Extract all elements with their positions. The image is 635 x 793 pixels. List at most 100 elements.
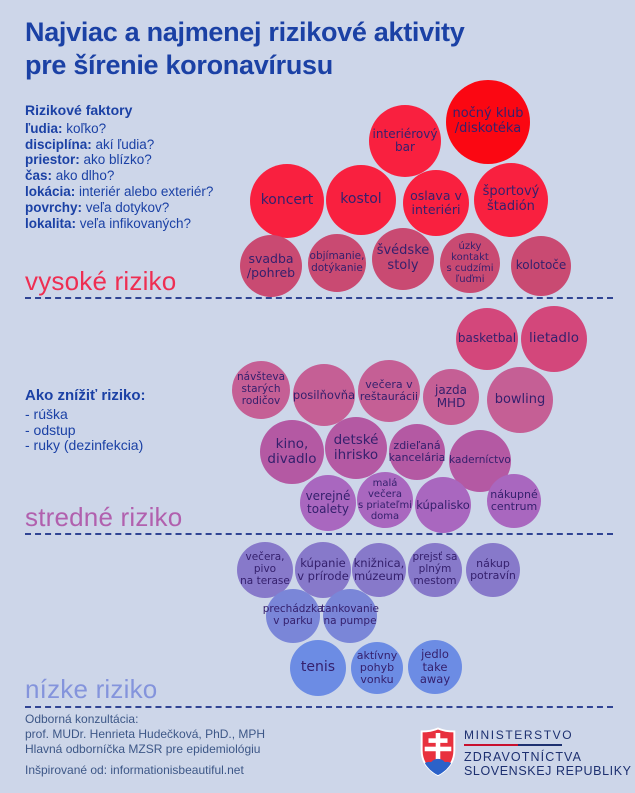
risk-factor-item: lokalita: veľa infikovaných? [25,215,192,231]
bubble-aktívny-pohyb-vonku: aktívny pohyb vonku [351,642,403,694]
bubble-label: interiérový bar [372,126,438,154]
bubble-kúpalisko: kúpalisko [415,477,471,533]
logo-underline-divider [464,744,562,746]
bubble-label: posilňovňa [292,387,356,402]
ministry-logo: MINISTERSTVO ZDRAVOTNÍCTVA SLOVENSKEJ RE… [419,725,632,779]
risk-factors-list: ľudia: koľko? disciplína: akí ľudia? pries… [25,121,250,232]
bubble-posilňovňa: posilňovňa [293,364,355,426]
risk-factor-item: priestor: ako blízko? [25,152,152,168]
bubble-label: nočný klub /diskotéka [452,106,524,136]
mitigation-panel: Ako znížiť riziko: - rúška - odstup - ruky… [25,388,245,454]
bubble-úzky-kontakt-s-cudzími-ľuďmi: úzky kontakt s cudzími ľuďmi [440,233,500,293]
section-label-nízke-riziko: nízke riziko [25,674,158,704]
bubble-label: verejné toalety [305,488,351,516]
bubble-label: bowling [494,391,546,407]
bubble-oslava-v-interiéri: oslava v interiéri [403,170,469,236]
risk-factors-heading: Rizikové faktory [25,102,133,118]
bubble-label: kostol [340,191,382,208]
bubble-večera-pivo-na-terase: večera, pivo na terase [237,542,293,598]
bubble-zdieľaná-kancelária: zdieľaná kancelária [389,424,445,480]
bubble-jedlo-take-away: jedlo take away [408,640,462,694]
bubble-basketbal: basketbal [456,308,518,370]
risk-factor-item: povrchy: veľa dotykov? [25,199,170,215]
section-label-vysoké-riziko: vysoké riziko [25,266,177,296]
bubble-koncert: koncert [250,164,324,238]
bubble-nákupné-centrum: nákupné centrum [487,474,541,528]
bubble-bowling: bowling [487,367,553,433]
bubble-label: svadba /pohreb [246,251,296,280]
bubble-label: kino, divadlo [267,435,317,467]
bubble-kino-divadlo: kino, divadlo [260,420,324,484]
ministry-name-line1: MINISTERSTVO [464,728,574,742]
bubble-prejsť-sa-plným-mestom: prejsť sa plným mestom [408,543,462,597]
consultation-line: Odborná konzultácia: [25,712,139,726]
bubble-label: večera, pivo na terase [240,551,290,587]
risk-factor-item: ľudia: koľko? [25,120,107,136]
section-divider-line [25,533,613,535]
bubble-kolotoče: kolotoče [511,236,571,296]
bubble-label: nákupné centrum [490,487,538,513]
bubble-label: objímanie, dotýkanie [309,250,365,274]
bubble-kostol: kostol [326,165,396,235]
bubble-label: športový štadión [482,184,540,214]
section-divider-line [25,297,613,299]
bubble-malá-večera-s-priateľmi-doma: malá večera s priateľmi doma [357,472,413,528]
bubble-label: prejsť sa plným mestom [412,551,458,587]
mitigation-item: - rúška [25,405,68,422]
ministry-name-line2: ZDRAVOTNÍCTVA [464,750,583,764]
risk-factor-item: čas: ako dlho? [25,168,115,184]
consultation-line: Hlavná odborníčka MZSR pre epidemiológiu [25,742,261,756]
bubble-tenis: tenis [290,640,346,696]
inspiration-credit: Inšpirované od: informationisbeautiful.n… [25,763,244,777]
bubble-objímanie-dotýkanie: objímanie, dotýkanie [308,234,366,292]
bubble-detské-ihrisko: detské ihrisko [325,417,387,479]
bubble-švédske-stoly: švédske stoly [372,228,434,290]
bubble-label: švédske stoly [376,243,430,273]
bubble-label: koncert [260,192,314,209]
bubble-label: zdieľaná kancelária [388,438,446,464]
risk-factor-item: lokácia: interiér alebo exteriér? [25,183,214,199]
bubble-večera-v-reštaurácii: večera v reštaurácii [358,360,420,422]
bubble-label: prechádzka v parku [262,603,324,627]
bubble-verejné-toalety: verejné toalety [300,475,356,531]
consultation-lines: Odborná konzultácia: prof. MUDr. Henrieta… [25,712,265,757]
bubble-label: návšteva starých rodičov [237,371,285,407]
bubble-label: večera v reštaurácii [359,377,419,403]
bubble-návšteva-starých-rodičov: návšteva starých rodičov [232,361,290,419]
ministry-name-line3: SLOVENSKEJ REPUBLIKY [464,764,632,778]
bubble-jazda-mhd: jazda MHD [423,369,479,425]
bubble-knižnica-múzeum: knižnica, múzeum [352,543,406,597]
bubble-tankovanie-na-pumpe: tankovanie na pumpe [320,589,380,643]
risk-factors-panel: Rizikové faktory ľudia: koľko? disciplína… [25,102,250,232]
bubble-interiérový-bar: interiérový bar [369,105,441,177]
mitigation-item: - odstup [25,421,76,438]
bubble-label: nákup potravín [470,556,516,582]
risk-factor-item: disciplína: akí ľudia? [25,136,155,152]
ministry-logo-text: MINISTERSTVO ZDRAVOTNÍCTVA SLOVENSKEJ RE… [464,725,632,778]
consultation-line: prof. MUDr. Henrieta Hudečková, PhD., MP… [25,727,266,741]
footer-credits: Odborná konzultácia: prof. MUDr. Henrieta… [25,712,265,778]
bubble-športový-štadión: športový štadión [474,163,548,237]
bubble-nákup-potravín: nákup potravín [466,543,520,597]
bubble-label: kúpanie v prírode [297,556,349,583]
bubble-svadba-pohreb: svadba /pohreb [240,235,302,297]
bubble-label: tankovanie na pumpe [320,603,380,627]
slovak-coat-of-arms-icon [420,727,456,777]
mitigation-item: - ruky (dezinfekcia) [25,437,144,454]
mitigation-list: - rúška - odstup - ruky (dezinfekcia) [25,405,245,454]
page-title-line1: Najviac a najmenej rizikové aktivity [25,17,465,47]
bubble-label: jedlo take away [419,646,451,687]
bubble-label: oslava v interiéri [410,188,462,217]
bubble-label: basketbal [457,331,517,346]
bubble-label: kúpalisko [416,497,470,512]
section-divider-line [25,706,613,708]
bubble-label: knižnica, múzeum [353,556,405,583]
bubble-label: malá večera s priateľmi doma [357,477,413,523]
mitigation-heading: Ako znížiť riziko: [25,387,146,404]
bubble-label: lietadlo [529,330,579,347]
bubble-label: jazda MHD [435,382,467,410]
bubble-nočný-klub-diskotéka: nočný klub /diskotéka [446,80,530,164]
bubble-kúpanie-v-prírode: kúpanie v prírode [295,542,351,598]
bubble-prechádzka-v-parku: prechádzka v parku [263,589,323,643]
bubble-label: detské ihrisko [333,431,379,463]
